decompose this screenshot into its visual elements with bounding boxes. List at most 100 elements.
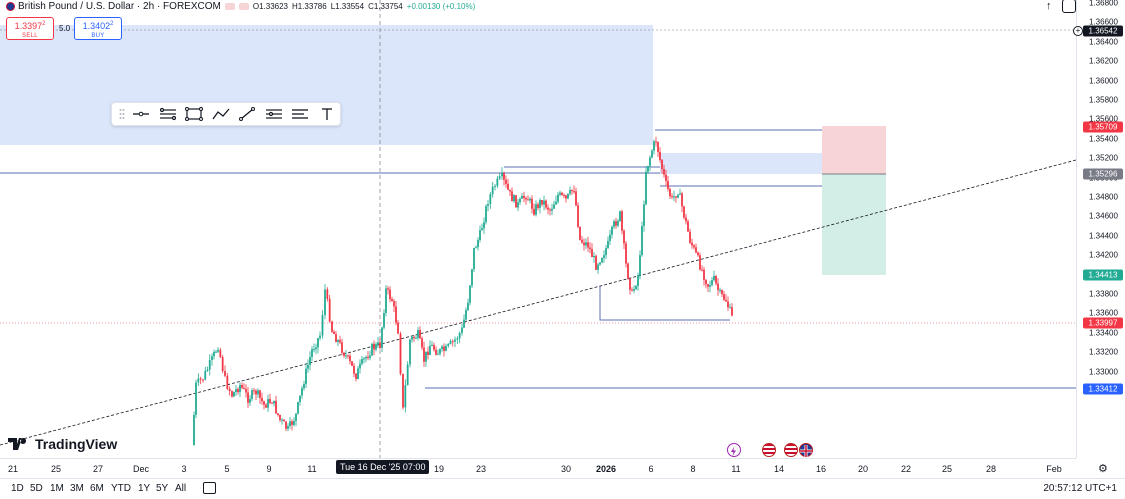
- candle-body: [561, 192, 563, 195]
- candle-body: [269, 399, 271, 403]
- buy-button[interactable]: 1.34022 BUY: [74, 17, 122, 40]
- range-button-ytd[interactable]: YTD: [111, 483, 131, 494]
- text-icon[interactable]: [314, 104, 341, 124]
- price-tick-label: 1.36400: [1089, 37, 1118, 47]
- tradingview-logo[interactable]: TradingView: [8, 436, 117, 452]
- fib-icon[interactable]: [260, 104, 287, 124]
- candle-body: [689, 231, 691, 243]
- us-flag-event-icon[interactable]: [762, 443, 776, 457]
- time-axis[interactable]: 21 25 27 Dec 3 5 9 11 19 23 30 2026 6 8 11 14 16 20 22 25 28…: [0, 458, 1108, 478]
- clock-text[interactable]: 20:57:12 UTC+1: [1043, 483, 1117, 494]
- candle-body: [653, 141, 655, 151]
- candle-body: [563, 194, 565, 196]
- parallel-lines-icon[interactable]: [154, 104, 181, 124]
- range-button-1y[interactable]: 1Y: [138, 483, 151, 494]
- candle-body: [525, 198, 527, 200]
- time-axis-settings-icon[interactable]: ⚙: [1098, 463, 1108, 475]
- price-tick-label: 1.34400: [1089, 231, 1118, 241]
- ohlc-close: C1.33754: [368, 2, 403, 11]
- candle-body: [217, 349, 219, 352]
- range-button-3m[interactable]: 3M: [70, 483, 84, 494]
- supply-zone-rect: [0, 25, 653, 145]
- price-axis[interactable]: 1.36800 1.36600 1.36400 1.36200 1.36000 1.358…: [1073, 0, 1125, 458]
- candle-body: [577, 205, 579, 227]
- candle-body: [551, 208, 553, 211]
- add-alert-icon[interactable]: +: [1073, 26, 1083, 36]
- candle-body: [587, 242, 589, 248]
- chart-plot-area[interactable]: British Pound / U.S. Dollar · 2h · FOREX…: [0, 0, 1076, 458]
- candle-body: [361, 359, 363, 364]
- text-lines-icon[interactable]: [287, 104, 314, 124]
- candle-body: [341, 342, 343, 353]
- path-icon[interactable]: [207, 104, 234, 124]
- candle-body: [677, 194, 679, 198]
- candle-body: [395, 306, 397, 323]
- range-button-all[interactable]: All: [175, 483, 187, 494]
- time-tick-label: 19: [433, 464, 445, 474]
- candle-body: [505, 179, 507, 184]
- range-button-1d[interactable]: 1D: [11, 483, 24, 494]
- candle-body: [347, 355, 349, 357]
- range-button-6m[interactable]: 6M: [90, 483, 104, 494]
- arrow-up-icon[interactable]: ↑: [1046, 0, 1052, 12]
- trend-line-icon[interactable]: [234, 104, 261, 124]
- candle-body: [565, 195, 567, 199]
- range-button-1m[interactable]: 1M: [50, 483, 64, 494]
- candle-body: [613, 221, 615, 227]
- us-flag-event-icon-2[interactable]: [784, 443, 798, 457]
- candle-body: [228, 388, 231, 392]
- candle-body: [643, 204, 645, 226]
- candle-body: [371, 343, 373, 356]
- candle-body: [235, 389, 237, 393]
- candle-body: [661, 160, 663, 169]
- calendar-icon[interactable]: [203, 482, 216, 494]
- time-tick-label: 20: [857, 464, 869, 474]
- candle-body: [521, 195, 523, 199]
- candle-body: [251, 390, 253, 399]
- candle-body: [439, 348, 441, 354]
- logo-text: TradingView: [35, 436, 118, 452]
- candle-body: [623, 230, 625, 244]
- camera-icon[interactable]: [1062, 0, 1076, 13]
- range-button-5d[interactable]: 5D: [30, 483, 43, 494]
- candle-body: [629, 278, 631, 290]
- symbol-title[interactable]: British Pound / U.S. Dollar · 2h · FOREX…: [18, 1, 221, 12]
- candle-body: [487, 204, 489, 207]
- chart-canvas[interactable]: [0, 0, 1076, 458]
- candle-body: [445, 345, 447, 351]
- rectangle-icon[interactable]: [181, 104, 208, 124]
- sell-price: 1.3397: [14, 21, 43, 31]
- price-tick-label: 1.34200: [1089, 250, 1118, 260]
- candle-body: [651, 150, 653, 158]
- time-tick-label: 25: [50, 464, 62, 474]
- candle-body: [283, 419, 285, 422]
- symbol-flag-icon: [6, 2, 15, 11]
- candle-body: [723, 294, 725, 300]
- lightning-event-icon[interactable]: [727, 443, 741, 457]
- candle-body: [303, 384, 305, 389]
- floating-drawing-toolbar: [111, 102, 341, 126]
- crosshair-time-label: Tue 16 Dec '25 07:00: [336, 460, 430, 474]
- horizontal-line-icon[interactable]: [128, 104, 155, 124]
- candle-body: [469, 285, 471, 303]
- price-tick-label: 1.35200: [1089, 153, 1118, 163]
- ohlc-open: O1.33623: [252, 2, 288, 11]
- candle-body: [315, 347, 317, 350]
- candle-body: [449, 341, 452, 344]
- candle-body: [261, 397, 263, 402]
- candle-body: [509, 189, 511, 192]
- uk-flag-event-icon[interactable]: [799, 443, 813, 457]
- candle-body: [443, 346, 445, 351]
- candle-body: [345, 355, 347, 357]
- bottom-toolbar: 1D 5D 1M 3M 6M YTD 1Y 5Y All 20:57:12 UTC+1: [0, 478, 1125, 499]
- candle-body: [324, 289, 326, 316]
- candle-body: [219, 349, 222, 358]
- candle-body: [415, 337, 417, 339]
- drag-handle-icon[interactable]: [116, 104, 128, 124]
- sell-button[interactable]: 1.33972 SELL: [6, 17, 54, 40]
- candle-body: [655, 141, 657, 143]
- candle-body: [363, 358, 365, 360]
- candle-body: [575, 191, 577, 206]
- range-button-5y[interactable]: 5Y: [156, 483, 169, 494]
